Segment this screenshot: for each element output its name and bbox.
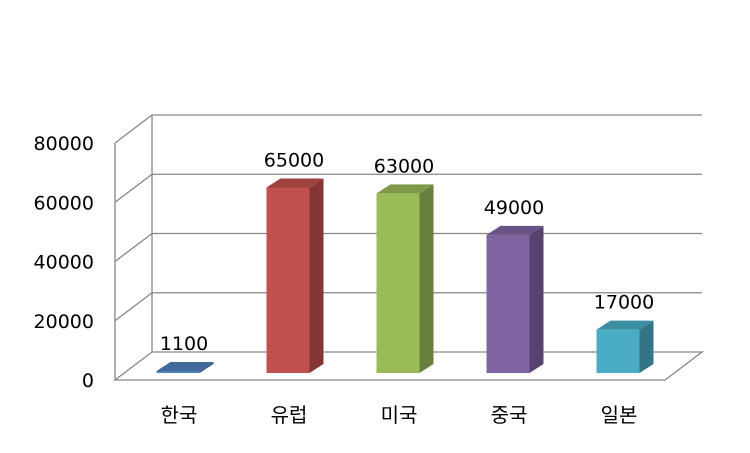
y-tick-label: 80000 [34,133,94,155]
bar-side [639,320,654,373]
bar-top [266,178,324,188]
bar-front [266,187,310,373]
category-label: 중국 [491,403,528,427]
bars [156,178,654,373]
category-label: 미국 [381,403,418,427]
bar-top [376,184,434,194]
y-tick-label: 60000 [34,192,94,214]
bar-top [596,320,654,330]
x-axis-category-labels: 한국 유럽 미국 중국 일본 [161,403,638,427]
y-axis-tick-labels: 0 20000 40000 60000 80000 [34,133,94,392]
data-label: 17000 [594,292,654,314]
category-label: 일본 [601,403,638,427]
bar-top [486,225,544,235]
bar-side [199,362,214,373]
bar [156,362,214,373]
data-label: 65000 [264,149,324,171]
bar-front [486,234,530,373]
bar [266,178,324,373]
y-tick-label: 20000 [34,311,94,333]
bar-side [309,178,324,373]
bar [486,225,544,373]
bar-front [156,371,200,373]
data-labels: 1100 65000 63000 49000 17000 [160,149,654,355]
data-label: 1100 [160,333,208,355]
bar-side [529,225,544,373]
bar-front [376,193,420,373]
bar-side [419,184,434,373]
chart-floor [113,351,704,381]
gridline [114,114,702,144]
bar [376,184,434,373]
data-label: 63000 [374,155,434,177]
bar-top [156,362,214,371]
category-label: 한국 [161,403,198,427]
data-label: 49000 [484,197,544,219]
y-tick-label: 0 [82,370,94,392]
y-tick-label: 40000 [34,252,94,274]
bar [596,320,654,373]
bar-front [596,329,640,373]
gridline [114,173,702,203]
category-label: 유럽 [271,403,308,427]
